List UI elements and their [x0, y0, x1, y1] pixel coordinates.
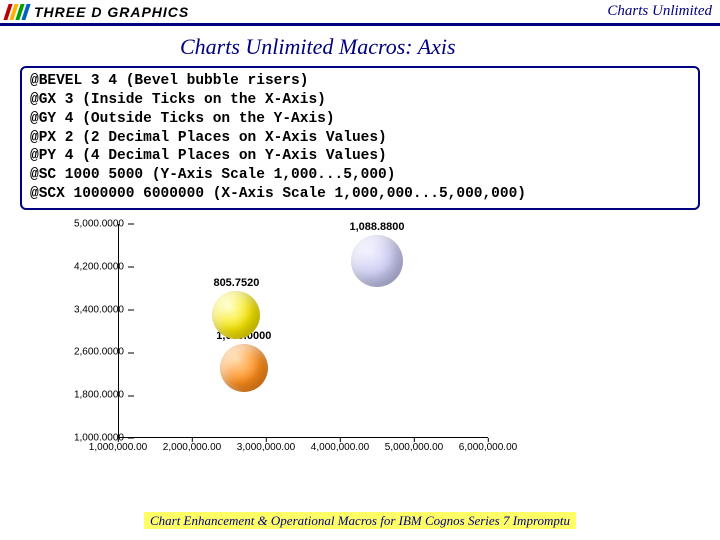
- bubble-chart: 5,000.0000 4,200.0000 3,400.0000 2,600.0000…: [40, 218, 500, 478]
- chart-plot-area: [118, 224, 488, 438]
- brand-text: THREE D GRAPHICS: [34, 4, 189, 20]
- macro-code-box: @BEVEL 3 4 (Bevel bubble risers) @GX 3 (…: [20, 66, 700, 210]
- x-tick-label: 1,000,000.00: [89, 442, 147, 453]
- bubble: [212, 291, 260, 339]
- x-tick-label: 4,000,000.00: [311, 442, 369, 453]
- x-tick-label: 3,000,000.00: [237, 442, 295, 453]
- footer: Chart Enhancement & Operational Macros f…: [0, 512, 720, 530]
- bubble-label: 805.7520: [213, 277, 259, 289]
- logo-icon: [3, 4, 30, 20]
- y-tick-label: 3,400.0000: [44, 304, 124, 315]
- x-tick-label: 2,000,000.00: [163, 442, 221, 453]
- bubble: [351, 235, 403, 287]
- footer-text: Chart Enhancement & Operational Macros f…: [144, 512, 576, 529]
- header-subtitle: Charts Unlimited: [607, 3, 712, 20]
- x-tick-label: 6,000,000.00: [459, 442, 517, 453]
- y-tick-label: 1,800.0000: [44, 390, 124, 401]
- bubble-label: 1,088.8800: [349, 221, 404, 233]
- page-title: Charts Unlimited Macros: Axis: [60, 34, 720, 60]
- y-tick-label: 2,600.0000: [44, 347, 124, 358]
- x-tick-label: 5,000,000.00: [385, 442, 443, 453]
- y-tick-label: 4,200.0000: [44, 261, 124, 272]
- y-tick-label: 5,000.0000: [44, 218, 124, 229]
- bubble: [220, 344, 268, 392]
- header: THREE D GRAPHICS Charts Unlimited: [0, 0, 720, 26]
